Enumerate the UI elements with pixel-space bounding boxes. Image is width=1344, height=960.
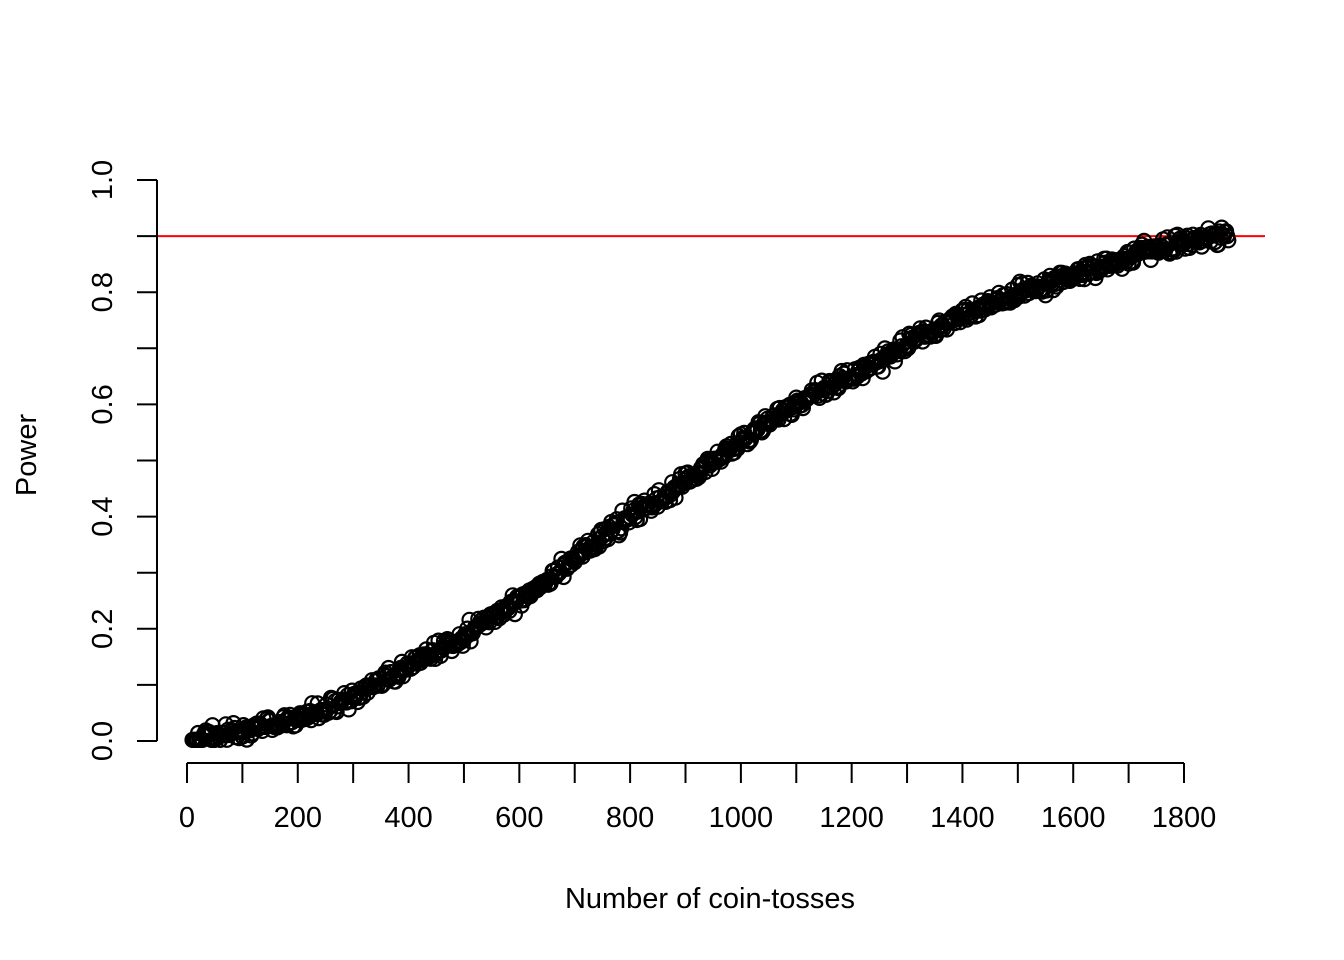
x-tick-label: 1000 (709, 802, 774, 834)
y-tick-label: 0.4 (87, 496, 119, 536)
y-tick-label: 0.2 (87, 609, 119, 649)
x-tick-label: 1800 (1152, 802, 1217, 834)
data-point (1213, 219, 1230, 236)
y-tick-label: 0.0 (87, 721, 119, 761)
data-point (1220, 232, 1237, 249)
x-tick-label: 600 (495, 802, 543, 834)
y-axis-title: Power (11, 414, 43, 497)
y-axis: 0.0 0.2 0.4 0.6 0.8 1.0 (87, 160, 158, 761)
y-tick-label: 0.6 (87, 384, 119, 424)
scatter-point-cloud (184, 219, 1237, 749)
x-axis-title: Number of coin-tosses (565, 883, 855, 915)
x-tick-label: 800 (606, 802, 654, 834)
data-point (462, 633, 479, 650)
x-tick-label: 0 (179, 802, 195, 834)
x-tick-label: 1400 (930, 802, 995, 834)
x-tick-label: 400 (384, 802, 432, 834)
x-tick-label: 1600 (1041, 802, 1106, 834)
x-tick-label: 1200 (819, 802, 884, 834)
y-tick-label: 1.0 (87, 160, 119, 200)
x-tick-label: 200 (274, 802, 322, 834)
x-axis: 0 200 400 600 800 1000 1200 1400 1600 1800 (179, 762, 1217, 834)
y-tick-label: 0.8 (87, 272, 119, 312)
